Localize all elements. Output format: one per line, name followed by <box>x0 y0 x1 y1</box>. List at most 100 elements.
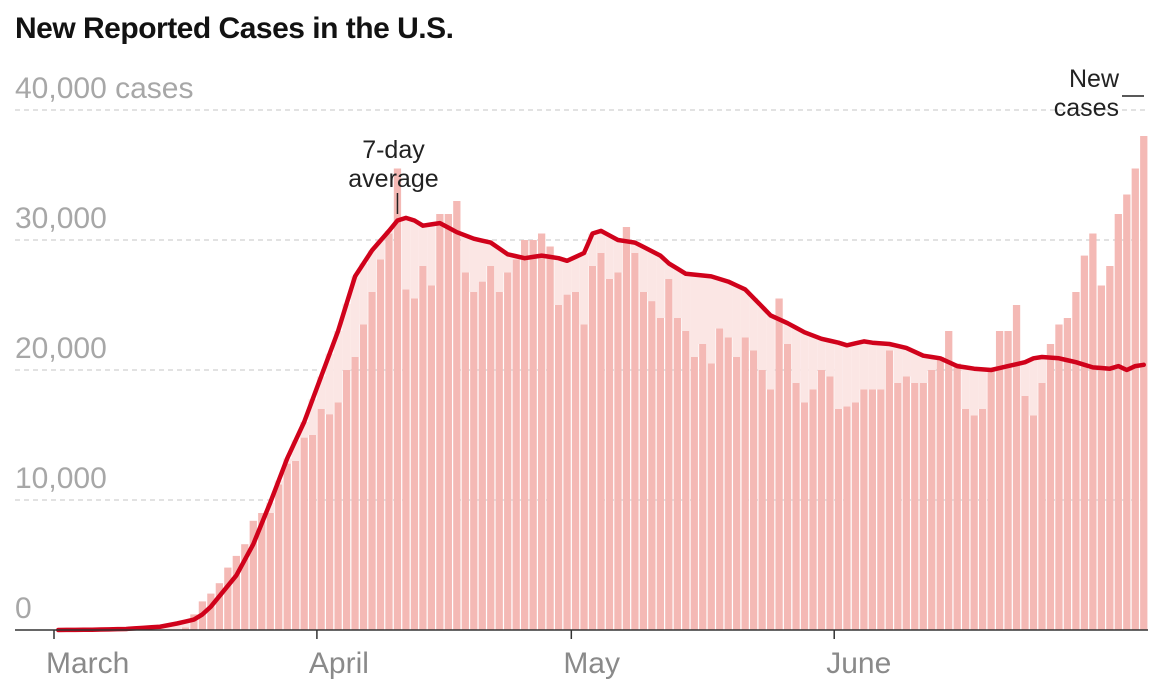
average-gap <box>961 367 970 409</box>
bar <box>733 357 741 630</box>
bar <box>571 292 580 630</box>
bar <box>410 298 419 630</box>
x-axis: March April May June <box>46 630 891 680</box>
bar <box>190 614 198 630</box>
bar <box>682 331 690 630</box>
bar <box>546 246 554 630</box>
average-gap <box>316 376 326 409</box>
bar <box>529 240 537 630</box>
average-gap <box>656 255 665 318</box>
average-gap <box>410 220 419 299</box>
bar <box>1072 292 1080 630</box>
average-gap <box>613 240 623 273</box>
bar <box>758 370 766 630</box>
average-gap <box>842 345 852 407</box>
bar <box>673 318 681 630</box>
bar <box>521 240 529 630</box>
average-gap <box>164 625 173 631</box>
bar <box>614 272 622 630</box>
bar <box>249 520 257 630</box>
bar <box>936 357 944 630</box>
average-gap <box>664 263 674 279</box>
average-gap <box>418 225 428 266</box>
bar <box>461 272 469 630</box>
bar <box>1021 396 1029 630</box>
average-gap <box>723 281 733 338</box>
bar <box>478 281 486 630</box>
average-gap <box>299 422 309 438</box>
average-gap <box>902 347 911 377</box>
bar <box>809 389 817 630</box>
average-gap <box>325 353 334 415</box>
bar <box>995 331 1004 630</box>
average-gap <box>401 217 411 290</box>
average-gap <box>978 369 987 409</box>
chart-title: New Reported Cases in the U.S. <box>15 12 454 45</box>
average-gap <box>588 233 597 266</box>
bar <box>436 214 444 630</box>
x-tick-label: March <box>46 647 129 680</box>
average-gap <box>350 276 360 357</box>
bar <box>1004 331 1012 630</box>
average-gap <box>596 230 606 253</box>
bar <box>1140 136 1148 630</box>
annotation-cases-line1: New <box>1069 65 1120 93</box>
bar <box>1123 194 1131 630</box>
bar <box>266 513 274 630</box>
bar <box>1038 383 1046 630</box>
bar <box>1080 255 1089 630</box>
bar <box>605 279 614 630</box>
average-gap <box>562 260 572 295</box>
bar <box>495 292 503 630</box>
bar <box>224 567 232 630</box>
bar <box>512 259 520 630</box>
y-tick-label: 40,000 cases <box>15 72 193 105</box>
average-gap <box>707 276 716 364</box>
x-tick-label: June <box>826 647 891 680</box>
y-tick-label: 0 <box>15 592 32 625</box>
average-gap <box>698 275 708 344</box>
bar <box>181 627 190 630</box>
bar <box>317 409 325 630</box>
bar <box>351 357 359 630</box>
bar <box>945 331 953 630</box>
average-gap <box>969 368 979 416</box>
bar <box>953 363 961 630</box>
annotation-average-line2: average <box>348 165 438 193</box>
bar <box>648 301 656 630</box>
bar <box>622 227 631 630</box>
bar <box>258 513 266 630</box>
average-gap <box>639 246 648 292</box>
average-gap <box>172 623 182 630</box>
bar <box>385 233 393 630</box>
average-gap <box>1029 358 1038 416</box>
average-gap <box>647 251 657 302</box>
bar <box>775 298 783 630</box>
x-tick-label: April <box>309 647 369 680</box>
bar <box>766 389 775 630</box>
bar <box>563 294 571 630</box>
bar <box>359 324 368 630</box>
average-gap <box>333 331 343 403</box>
average-gap <box>359 263 368 325</box>
bar <box>800 402 809 630</box>
bar <box>444 214 452 630</box>
average-gap <box>868 342 877 390</box>
bar <box>724 337 732 630</box>
average-gap <box>910 351 920 383</box>
average-gap <box>579 253 589 325</box>
bar <box>928 370 936 630</box>
average-gap <box>605 235 614 279</box>
bar <box>792 383 800 630</box>
y-axis: 0 10,000 20,000 30,000 40,000 cases <box>15 72 193 625</box>
bar <box>834 409 843 630</box>
average-gap <box>927 357 936 370</box>
bar <box>1089 233 1097 630</box>
bar <box>419 266 427 630</box>
average-gap <box>469 238 479 292</box>
average-gap <box>800 332 809 403</box>
bar <box>868 389 877 630</box>
bar <box>1012 305 1021 630</box>
